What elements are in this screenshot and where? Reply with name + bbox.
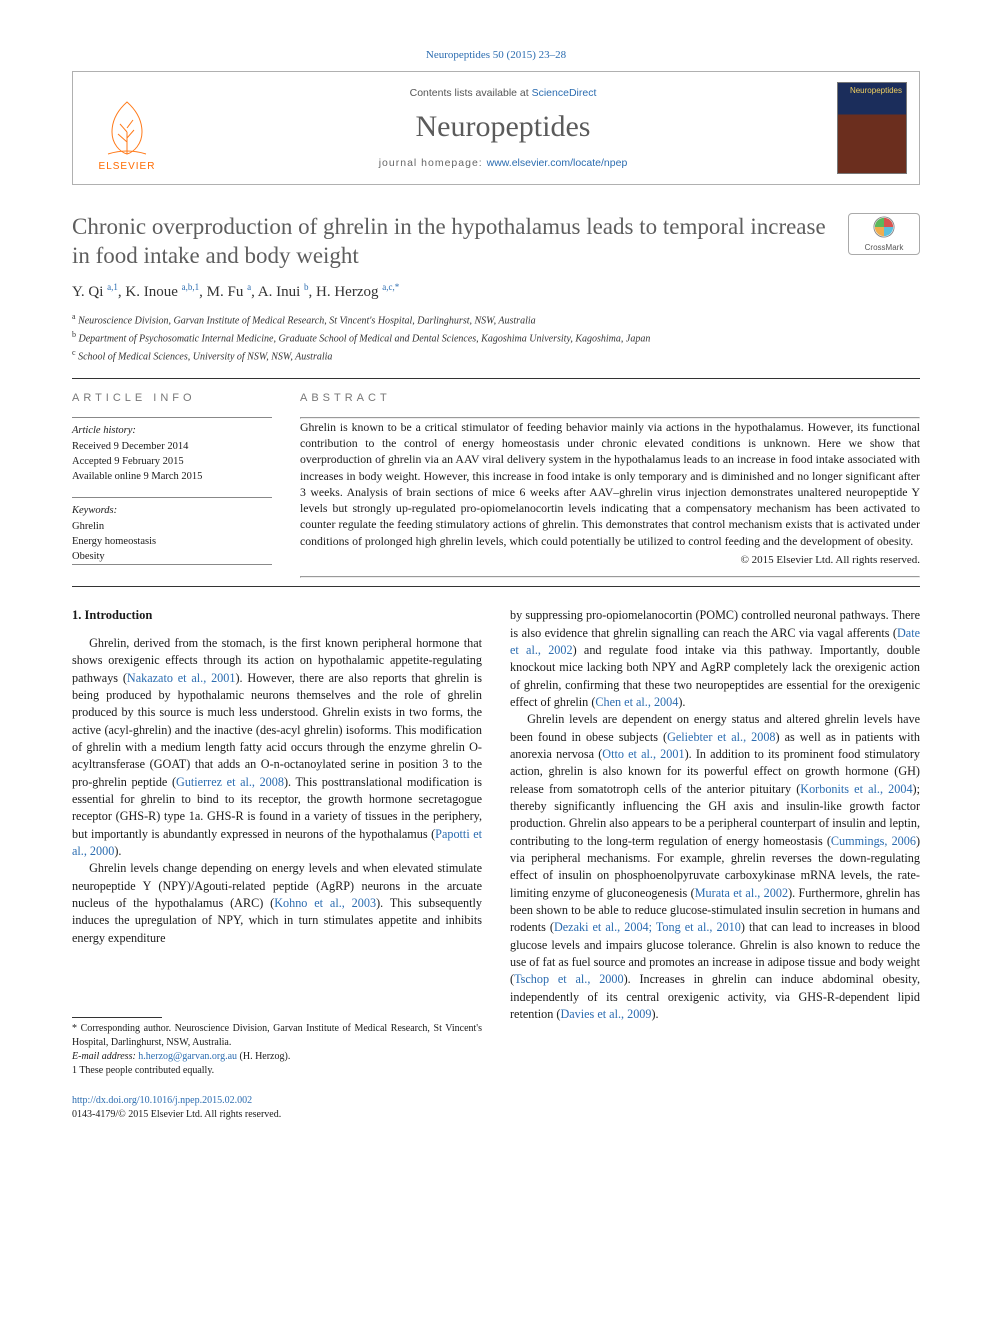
paragraph: Ghrelin levels are dependent on energy s… [510, 711, 920, 1023]
citation-link[interactable]: Kohno et al., 2003 [274, 896, 376, 910]
divider [72, 586, 920, 587]
header-center: Contents lists available at ScienceDirec… [183, 86, 823, 171]
corresponding-author: * Corresponding author. Neuroscience Div… [72, 1022, 482, 1050]
equal-contribution: 1 These people contributed equally. [72, 1064, 482, 1078]
text-run: ). [114, 844, 121, 858]
issn-copyright: 0143-4179/© 2015 Elsevier Ltd. All right… [72, 1109, 281, 1120]
citation-link[interactable]: Dezaki et al., 2004; Tong et al., 2010 [554, 920, 741, 934]
journal-homepage: journal homepage: www.elsevier.com/locat… [183, 156, 823, 171]
divider [72, 564, 272, 565]
author-list: Y. Qi a,1, K. Inoue a,b,1, M. Fu a, A. I… [72, 281, 920, 303]
citation-link[interactable]: Davies et al., 2009 [560, 1007, 651, 1021]
crossmark-label: CrossMark [865, 242, 904, 253]
publisher-logo: ELSEVIER [85, 82, 169, 174]
divider [300, 576, 920, 578]
doi-link[interactable]: http://dx.doi.org/10.1016/j.npep.2015.02… [72, 1095, 252, 1106]
footnote-rule [72, 1017, 162, 1018]
affiliations: a Neuroscience Division, Garvan Institut… [72, 311, 920, 364]
history-lines: Received 9 December 2014Accepted 9 Febru… [72, 440, 272, 484]
keywords-heading: Keywords: [72, 504, 272, 519]
left-column: 1. Introduction Ghrelin, derived from th… [72, 607, 482, 1122]
citation-link[interactable]: Korbonits et al., 2004 [800, 782, 912, 796]
contents-available: Contents lists available at ScienceDirec… [183, 86, 823, 101]
right-column: by suppressing pro-opiomelanocortin (POM… [510, 607, 920, 1122]
abstract-label: ABSTRACT [300, 391, 920, 406]
divider [72, 417, 272, 418]
text-run: by suppressing pro-opiomelanocortin (POM… [510, 608, 920, 639]
title-row: Chronic overproduction of ghrelin in the… [72, 213, 920, 271]
text-run: ). [678, 695, 685, 709]
email-link[interactable]: h.herzog@garvan.org.au [138, 1051, 237, 1062]
journal-name: Neuropeptides [183, 106, 823, 148]
article-info-label: ARTICLE INFO [72, 391, 272, 406]
elsevier-tree-icon [100, 98, 154, 158]
abstract-text: Ghrelin is known to be a critical stimul… [300, 419, 920, 549]
paragraph: by suppressing pro-opiomelanocortin (POM… [510, 607, 920, 711]
homepage-link[interactable]: www.elsevier.com/locate/npep [487, 157, 628, 169]
email-line: E-mail address: h.herzog@garvan.org.au (… [72, 1050, 482, 1064]
page-root: Neuropeptides 50 (2015) 23–28 ELSEVIER C… [0, 0, 992, 1162]
abstract-copyright: © 2015 Elsevier Ltd. All rights reserved… [300, 553, 920, 568]
body-columns: 1. Introduction Ghrelin, derived from th… [72, 607, 920, 1122]
keywords-list: GhrelinEnergy homeostasisObesity [72, 520, 272, 564]
citation-link[interactable]: Murata et al., 2002 [695, 886, 788, 900]
citation-link[interactable]: Cummings, 2006 [831, 834, 916, 848]
homepage-prefix: journal homepage: [379, 157, 487, 169]
paragraph: Ghrelin, derived from the stomach, is th… [72, 635, 482, 860]
crossmark-icon [873, 216, 895, 238]
info-abstract-row: ARTICLE INFO Article history: Received 9… [72, 391, 920, 578]
citation-link[interactable]: Geliebter et al., 2008 [667, 730, 775, 744]
journal-header: ELSEVIER Contents lists available at Sci… [72, 71, 920, 185]
divider [72, 378, 920, 379]
history-heading: Article history: [72, 424, 272, 439]
crossmark-badge[interactable]: CrossMark [848, 213, 920, 255]
citation-link[interactable]: Tschop et al., 2000 [514, 972, 624, 986]
article-info: ARTICLE INFO Article history: Received 9… [72, 391, 272, 578]
citation-link[interactable]: Chen et al., 2004 [595, 695, 678, 709]
citation-link[interactable]: Nakazato et al., 2001 [127, 671, 236, 685]
contents-prefix: Contents lists available at [410, 87, 532, 99]
bibliographic-line: Neuropeptides 50 (2015) 23–28 [72, 48, 920, 63]
citation-link[interactable]: Otto et al., 2001 [602, 747, 684, 761]
sciencedirect-link[interactable]: ScienceDirect [532, 87, 597, 99]
citation-link[interactable]: Gutierrez et al., 2008 [176, 775, 284, 789]
publisher-brand-text: ELSEVIER [99, 160, 156, 174]
text-run: ). [651, 1007, 658, 1021]
bibline-journal-link[interactable]: Neuropeptides [426, 49, 490, 61]
section-heading: 1. Introduction [72, 607, 482, 625]
journal-cover-thumb: Neuropeptides [837, 82, 907, 174]
cover-label: Neuropeptides [838, 83, 906, 98]
bibline-volpages: 50 (2015) 23–28 [490, 49, 566, 61]
text-run: ). However, there are also reports that … [72, 671, 482, 789]
divider [72, 497, 272, 498]
email-suffix: (H. Herzog). [237, 1051, 290, 1062]
footnotes: * Corresponding author. Neuroscience Div… [72, 1017, 482, 1078]
paragraph: Ghrelin levels change depending on energ… [72, 860, 482, 947]
article-title: Chronic overproduction of ghrelin in the… [72, 213, 832, 271]
email-label: E-mail address: [72, 1051, 138, 1062]
doi-block: http://dx.doi.org/10.1016/j.npep.2015.02… [72, 1094, 482, 1122]
abstract: ABSTRACT Ghrelin is known to be a critic… [300, 391, 920, 578]
